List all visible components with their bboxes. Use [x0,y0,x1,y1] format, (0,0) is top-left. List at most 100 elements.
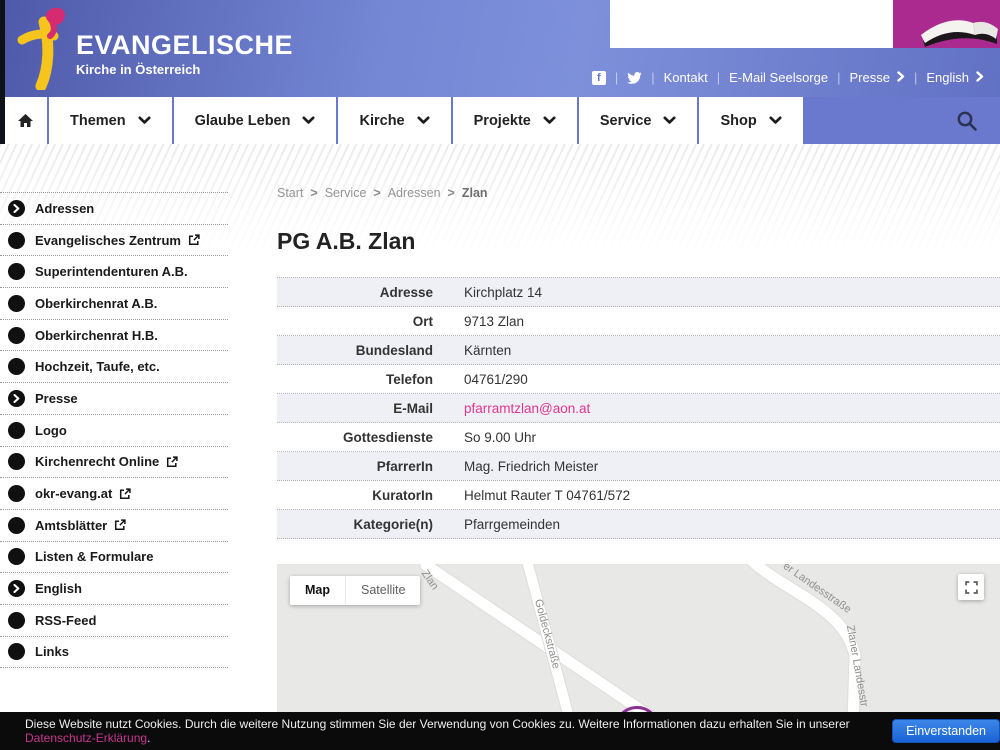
sidebar-menu: Adressen Evangelisches Zentrum Superintend… [0,192,228,669]
detail-value: Helmut Rauter T 04761/572 [464,487,631,503]
map-fullscreen-button[interactable] [958,574,984,600]
separator: | [913,70,918,85]
nav-item-glaube-leben[interactable]: Glaube Leben [173,97,337,144]
nav-item-service[interactable]: Service [578,97,698,144]
detail-label: Bundesland [355,342,433,358]
detail-label: Adresse [379,284,433,300]
nav-item-label: Projekte [473,112,531,129]
chevron-right-icon [976,70,984,85]
utility-link-label: Kontakt [663,70,708,85]
sidebar-item-presse[interactable]: Presse [0,383,228,415]
nav-item-label: Themen [70,112,126,129]
fullscreen-icon [964,580,978,594]
sidebar-item-superintendenturen-a-b[interactable]: Superintendenturen A.B. [0,256,228,289]
nav-home-button[interactable] [3,97,47,144]
utility-link-label: E-Mail Seelsorge [729,70,829,85]
utility-link-english[interactable]: English [926,70,984,85]
detail-row-adresse: Adresse Kirchplatz 14 [277,278,1000,307]
detail-label: Telefon [386,371,433,387]
bullet-circle-icon [8,326,25,344]
detail-value: 04761/290 [464,371,528,387]
book-promo-banner[interactable] [893,0,1000,48]
detail-row-telefon: Telefon 04761/290 [277,365,1000,394]
breadcrumb-item-adressen[interactable]: Adressen [387,186,441,200]
sidebar-item-label: Links [35,644,69,660]
sidebar-item-adressen[interactable]: Adressen [0,193,228,225]
brand-subtitle: Kirche in Österreich [76,62,201,77]
church-cross-logo-icon [14,6,70,95]
nav-item-kirche[interactable]: Kirche [338,97,451,144]
nav-item-label: Glaube Leben [194,112,291,129]
sidebar-item-label: Hochzeit, Taufe, etc. [35,359,160,375]
sidebar-item-label: Oberkirchenrat A.B. [35,295,158,311]
map-type-control: Map Satellite [290,576,421,605]
sidebar-item-links[interactable]: Links [0,637,228,669]
nav-item-label: Kirche [359,112,405,129]
sidebar-item-english[interactable]: English [0,573,228,605]
utility-link-kontakt[interactable]: Kontakt [664,70,708,85]
separator: | [837,70,841,85]
detail-value: Pfarrgemeinden [464,516,561,532]
map-view-button[interactable]: Map [305,583,330,597]
detail-value: Mag. Friedrich Meister [464,458,599,474]
external-link-icon [166,456,178,468]
detail-value: Kärnten [464,342,512,358]
nav-item-shop[interactable]: Shop [699,97,803,144]
external-link-icon [188,234,200,246]
utility-link-label: English [926,70,969,85]
sidebar-item-okr-evang-at[interactable]: okr-evang.at [0,478,228,510]
bullet-circle-icon [8,263,25,281]
bullet-circle-icon [8,548,25,566]
breadcrumb-item-service[interactable]: Service [324,186,367,200]
sidebar-item-kirchenrecht-online[interactable]: Kirchenrecht Online [0,447,228,479]
separator: | [716,70,721,85]
bullet-circle-icon [8,485,25,503]
detail-row-gottesdienste: Gottesdienste So 9.00 Uhr [277,423,1000,452]
home-icon [17,114,33,127]
sidebar-item-logo[interactable]: Logo [0,415,228,447]
search-button[interactable] [955,97,1000,144]
sidebar-item-listen-formulare[interactable]: Listen & Formulare [0,542,228,574]
sidebar-item-amtsbl-tter[interactable]: Amtsblätter [0,510,228,542]
open-book-icon [921,20,998,47]
chevron-down-icon [417,116,430,125]
bullet-circle-icon [8,231,25,249]
sidebar-item-oberkirchenrat-a-b[interactable]: Oberkirchenrat A.B. [0,288,228,320]
utility-link-e-mail-seelsorge[interactable]: E-Mail Seelsorge [729,70,828,85]
bullet-circle-icon [8,611,25,629]
sidebar-item-label: Adressen [35,200,95,216]
separator: | [651,70,655,85]
utility-link-presse[interactable]: Presse [850,70,905,85]
facebook-icon[interactable]: f [591,70,606,85]
cookie-consent-bar: Diese Website nutzt Cookies. Durch die w… [0,712,1000,750]
sidebar-item-label: Superintendenturen A.B. [35,264,188,280]
sidebar-item-oberkirchenrat-h-b[interactable]: Oberkirchenrat H.B. [0,320,228,352]
detail-row-kategorie-n: Kategorie(n) Pfarrgemeinden [277,510,1000,539]
detail-row-bundesland: Bundesland Kärnten [277,336,1000,365]
detail-row-kuratorin: KuratorIn Helmut Rauter T 04761/572 [277,481,1000,510]
nav-item-projekte[interactable]: Projekte [452,97,577,144]
sidebar-item-label: Oberkirchenrat H.B. [35,327,158,343]
detail-row-pfarrerin: PfarrerIn Mag. Friedrich Meister [277,452,1000,481]
external-link-icon [114,519,126,531]
sidebar-item-evangelisches-zentrum[interactable]: Evangelisches Zentrum [0,225,228,257]
cookie-message-suffix: . [147,731,151,745]
email-link[interactable]: pfarramtzlan@aon.at [464,400,591,416]
twitter-icon[interactable] [627,71,642,84]
sidebar-item-rss-feed[interactable]: RSS-Feed [0,605,228,637]
breadcrumb-item-start[interactable]: Start [277,186,304,200]
detail-label: Gottesdienste [342,429,433,445]
bullet-circle-icon [8,516,25,534]
cookie-accept-button[interactable]: Einverstanden [892,719,1000,743]
brand-logo[interactable]: EVANGELISCHE Kirche in Österreich [14,6,293,95]
satellite-view-button[interactable]: Satellite [345,576,420,605]
chevron-down-icon [769,116,782,125]
nav-item-themen[interactable]: Themen [49,97,172,144]
sidebar-item-hochzeit-taufe-etc[interactable]: Hochzeit, Taufe, etc. [0,351,228,384]
sidebar-item-label: RSS-Feed [35,612,97,628]
privacy-policy-link[interactable]: Datenschutz-Erklärung [25,731,148,745]
detail-row-ort: Ort 9713 Zlan [277,307,1000,336]
separator: | [614,70,619,85]
content-area: Adressen Evangelisches Zentrum Superintend… [0,144,1000,750]
